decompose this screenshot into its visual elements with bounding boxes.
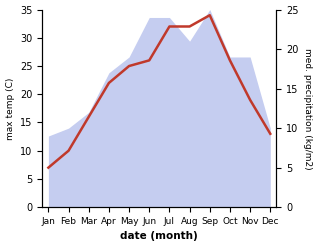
X-axis label: date (month): date (month): [121, 231, 198, 242]
Y-axis label: max temp (C): max temp (C): [5, 77, 15, 140]
Y-axis label: med. precipitation (kg/m2): med. precipitation (kg/m2): [303, 48, 313, 169]
